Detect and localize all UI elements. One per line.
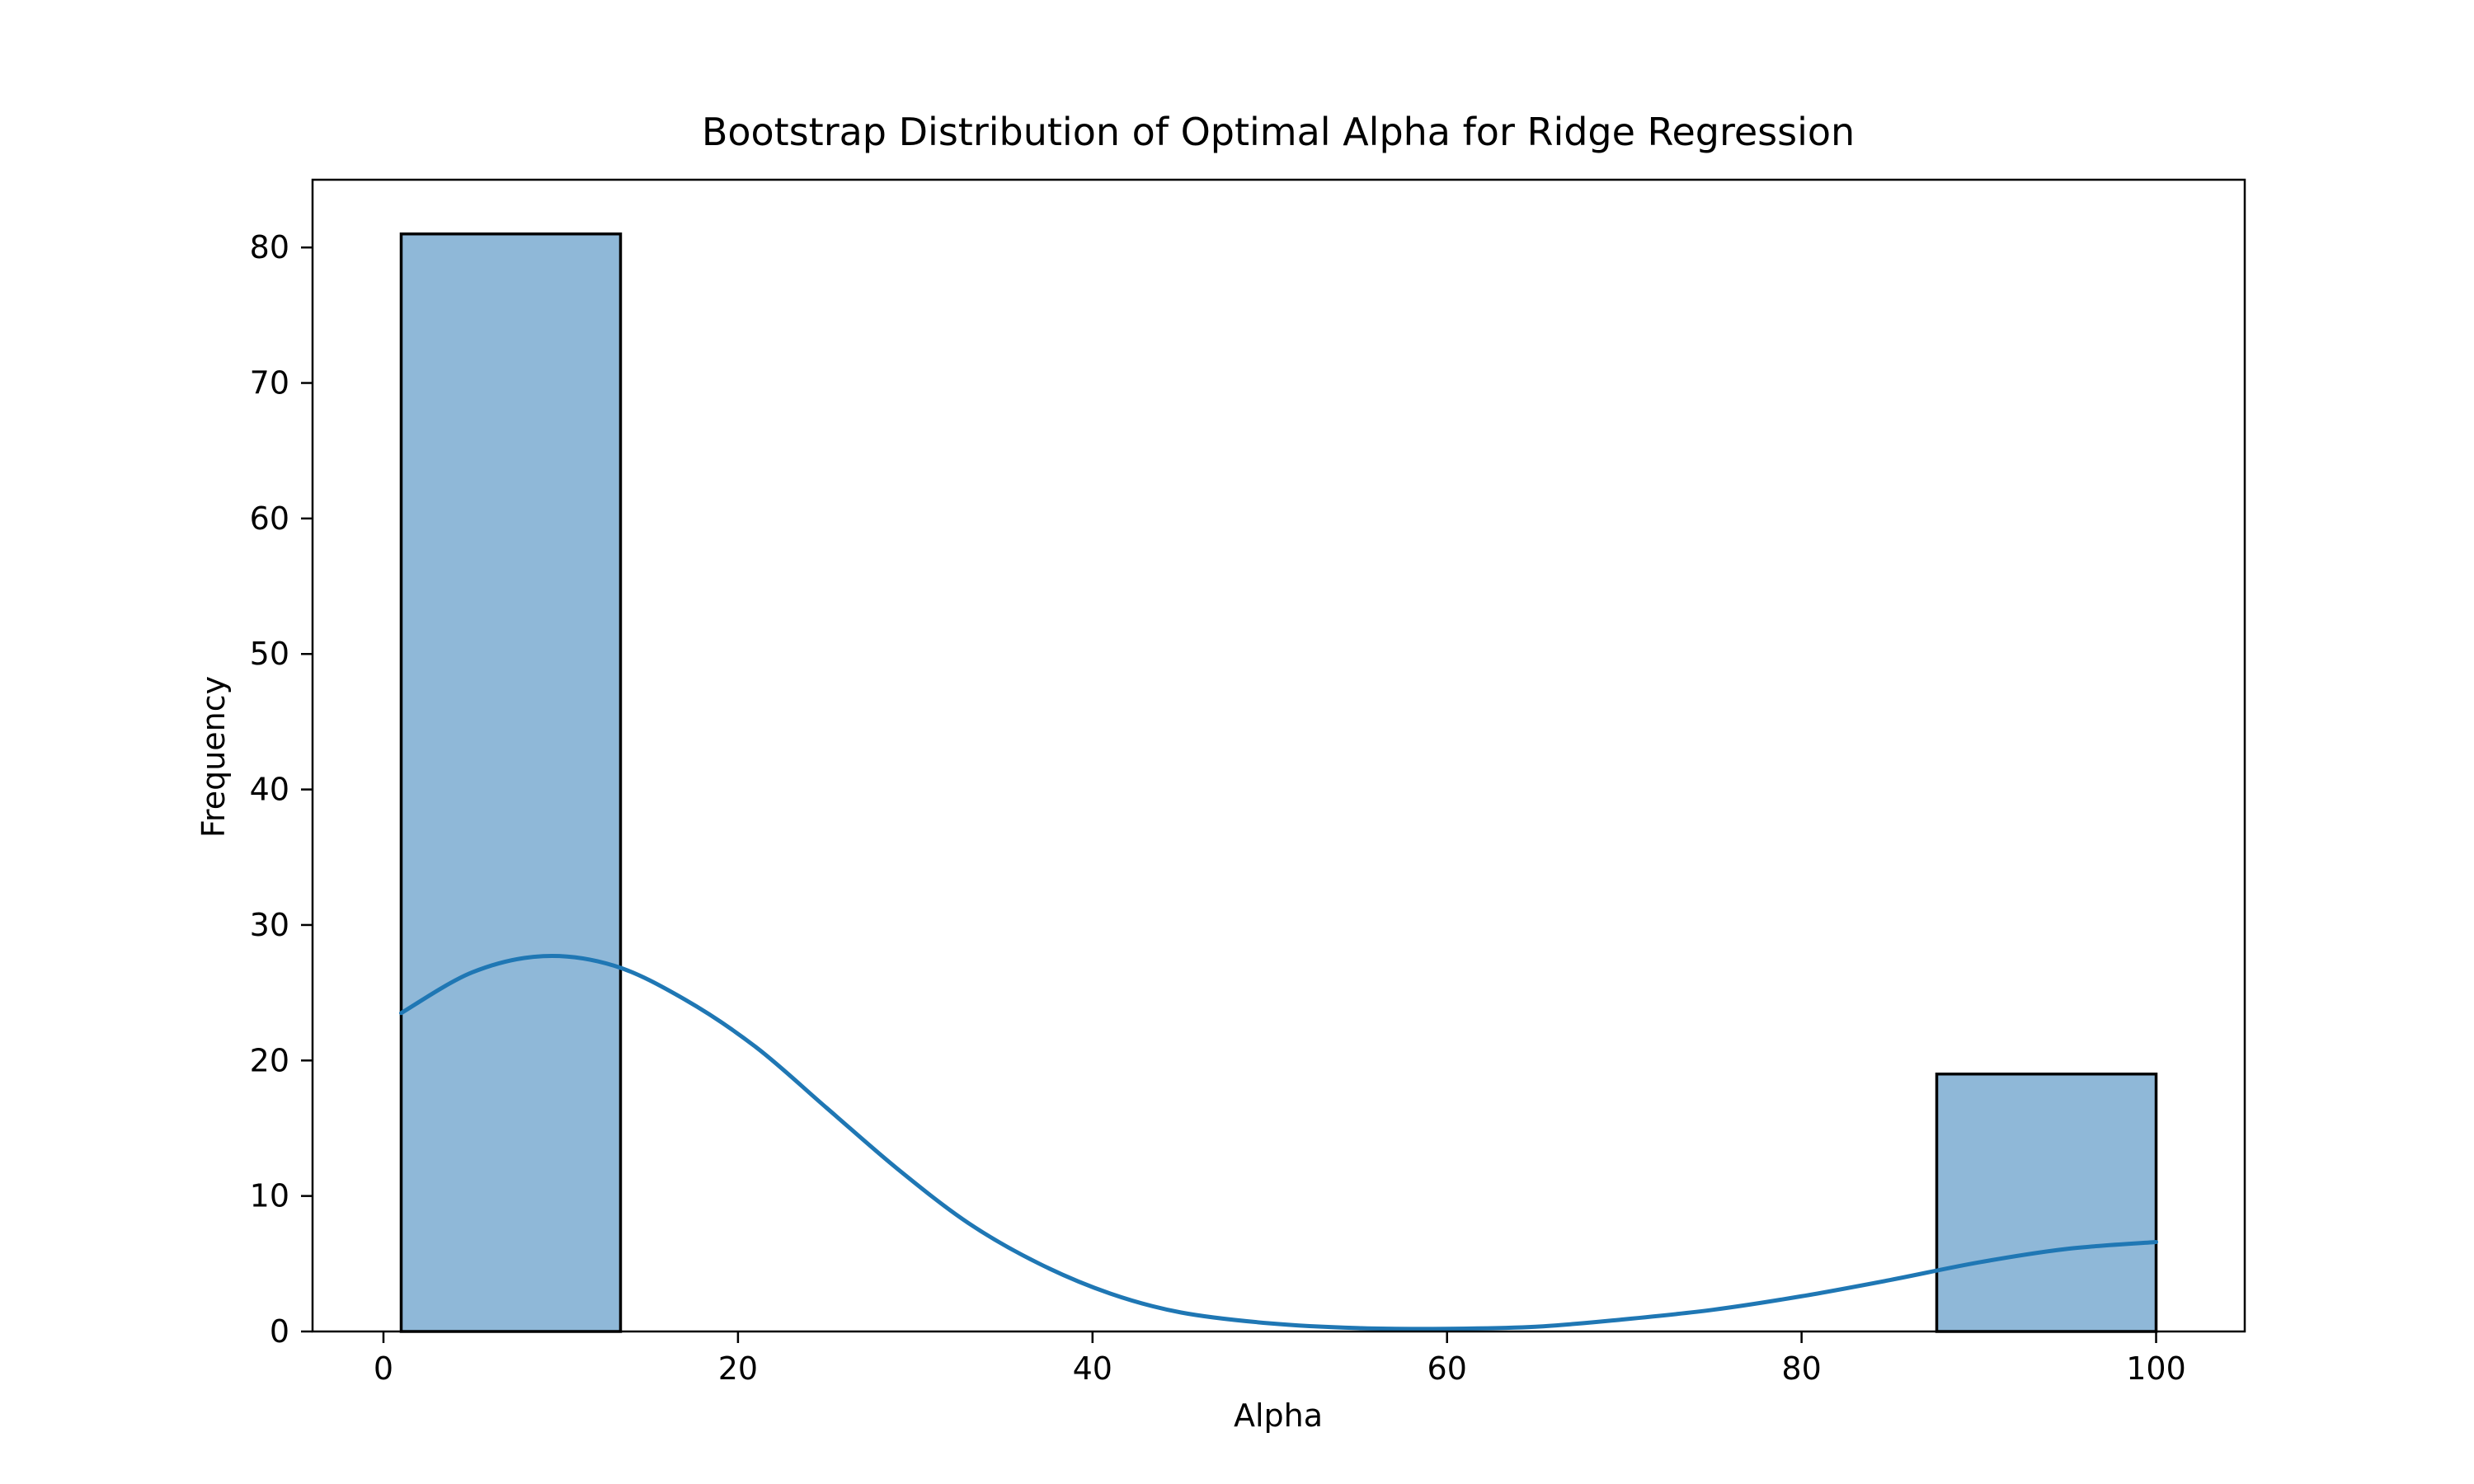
plot-area: 0 20 40 60 80 100 0 10 20 30 40 50 60 70 80 [250,178,2246,1387]
x-tick-label: 60 [1427,1350,1467,1387]
x-axis-title: Alpha [1234,1397,1323,1434]
y-tick-label: 10 [250,1178,289,1214]
y-tick-label: 50 [250,636,289,672]
y-tick-label: 30 [250,907,289,943]
y-axis-title: Frequency [195,676,232,838]
y-tick-label: 20 [250,1042,289,1078]
y-tick-label: 40 [250,772,289,808]
x-tick-label: 20 [718,1350,758,1387]
y-tick-label: 80 [250,229,289,265]
histogram-bar [399,232,623,1333]
y-tick-label: 0 [270,1313,289,1350]
axes-frame [311,178,2246,1333]
x-tick-label: 80 [1781,1350,1821,1387]
chart-title: Bootstrap Distribution of Optimal Alpha … [702,110,1855,154]
x-tick-label: 100 [2126,1350,2186,1387]
histogram-bar [1935,1072,2158,1333]
y-tick-label: 60 [250,500,289,537]
x-tick-label: 40 [1073,1350,1112,1387]
kde-line [398,953,2159,1331]
x-tick-label: 0 [374,1350,393,1387]
y-tick-label: 70 [250,365,289,402]
